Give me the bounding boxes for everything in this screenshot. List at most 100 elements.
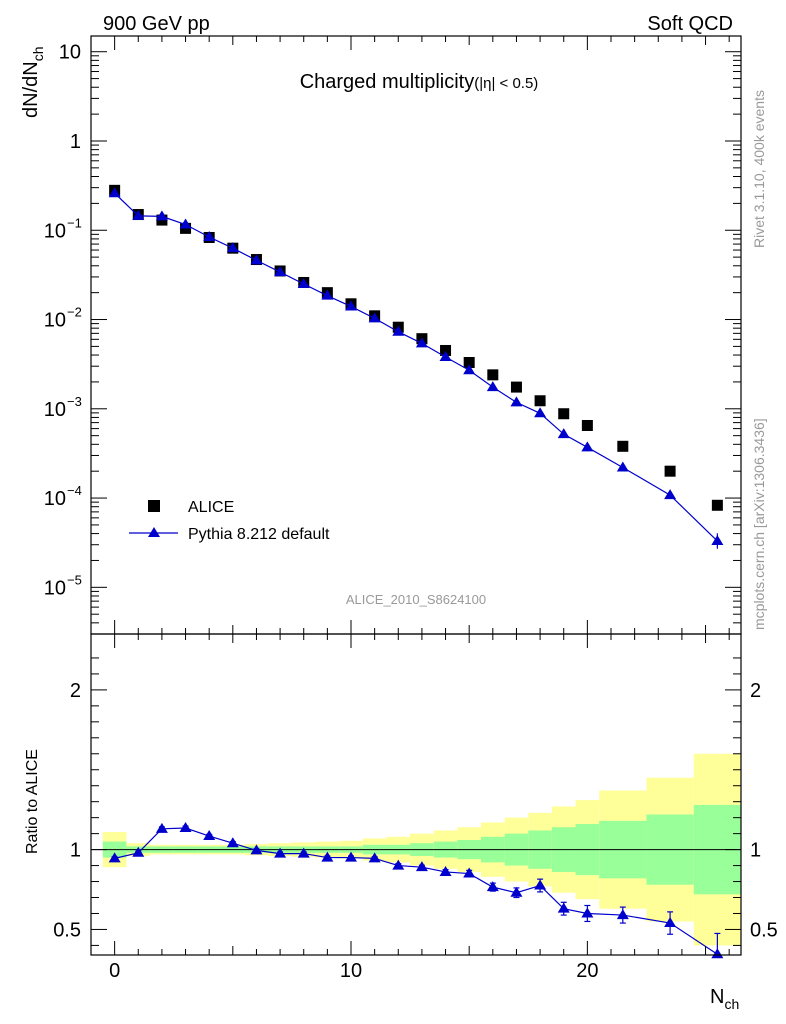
pythia-ratio-point bbox=[297, 847, 310, 858]
ratio-uncertainty-bands bbox=[91, 753, 741, 946]
legend: ALICE Pythia 8.212 default bbox=[129, 499, 330, 543]
legend-alice-marker bbox=[148, 500, 160, 512]
y-tick-exponent: −4 bbox=[67, 483, 82, 498]
y-tick-label: 10 bbox=[44, 577, 66, 599]
legend-pythia-marker bbox=[148, 527, 160, 537]
y-tick-label: 10 bbox=[44, 399, 66, 421]
y-axis-label-sub: ch bbox=[30, 47, 46, 62]
y-tick-exponent: −3 bbox=[67, 394, 82, 409]
pythia-ratio-point bbox=[345, 851, 357, 862]
y-tick-label: 10 bbox=[44, 310, 66, 332]
source-citation-label: mcplots.cern.ch [arXiv:1306.3436] bbox=[751, 418, 767, 630]
chart-title-main: Charged multiplicity bbox=[300, 71, 475, 93]
pythia-data-point bbox=[179, 218, 192, 229]
pythia-ratio-point bbox=[534, 879, 547, 890]
x-axis-label-main: N bbox=[710, 986, 724, 1008]
pythia-ratio-point bbox=[664, 917, 677, 928]
rivet-version-label: Rivet 3.1.10, 400k events bbox=[751, 90, 767, 248]
x-tick-label: 20 bbox=[576, 960, 598, 982]
pythia-ratio-point bbox=[321, 851, 334, 862]
alice-data-point bbox=[711, 499, 723, 511]
chart-title: Charged multiplicity(|η| < 0.5) bbox=[300, 71, 539, 93]
pythia-data-point bbox=[345, 300, 357, 311]
ratio-y-tick-label-left: 2 bbox=[70, 680, 81, 702]
y-tick-label: 10 bbox=[44, 220, 66, 242]
x-axis-label: Nch bbox=[710, 986, 739, 1012]
pythia-ratio-point bbox=[226, 837, 239, 848]
pythia-data-point bbox=[616, 461, 629, 472]
pythia-data-point bbox=[226, 242, 239, 253]
pythia-data-point bbox=[155, 210, 168, 221]
pythia-ratio-point bbox=[108, 852, 121, 863]
ratio-y-tick-label-left: 0.5 bbox=[53, 919, 81, 941]
pythia-ratio-point bbox=[616, 909, 629, 920]
pythia-ratio-point bbox=[274, 847, 287, 858]
pythia-data-point bbox=[274, 266, 287, 277]
y-axis-label: dN/dNch bbox=[20, 47, 46, 119]
pythia-ratio-point bbox=[368, 852, 381, 863]
y-tick-exponent: −5 bbox=[67, 572, 82, 587]
pythia-data-point bbox=[439, 351, 452, 362]
ratio-y-tick-label-right: 2 bbox=[750, 680, 761, 702]
legend-alice-label: ALICE bbox=[188, 499, 234, 516]
y-tick-exponent: −2 bbox=[67, 305, 82, 320]
pythia-ratio-point bbox=[132, 846, 145, 857]
pythia-data-point bbox=[108, 187, 121, 198]
ratio-y-tick-label-right: 0.5 bbox=[750, 919, 778, 941]
pythia-data-point bbox=[297, 277, 310, 288]
pythia-ratio-point bbox=[250, 844, 263, 855]
pythia-data-point bbox=[321, 289, 334, 300]
y-tick-label: 10 bbox=[59, 42, 81, 64]
alice-data-point bbox=[487, 369, 499, 381]
y-tick-label: 1 bbox=[70, 131, 81, 153]
pythia-data-point bbox=[557, 428, 570, 439]
alice-data-point bbox=[510, 381, 522, 393]
pythia-data-point bbox=[392, 325, 405, 336]
alice-data-point bbox=[581, 419, 593, 431]
pythia-data-point bbox=[534, 407, 547, 418]
y-tick-exponent: −1 bbox=[67, 215, 82, 230]
chart-title-suffix: (|η| < 0.5) bbox=[474, 75, 538, 92]
pythia-curve bbox=[114, 192, 718, 542]
legend-pythia-label: Pythia 8.212 default bbox=[188, 526, 330, 543]
ratio-y-tick-label-right: 1 bbox=[750, 840, 761, 862]
pythia-ratio-point bbox=[155, 822, 168, 833]
alice-data-point bbox=[664, 465, 676, 477]
alice-data-point bbox=[440, 344, 452, 356]
header-process-label: Soft QCD bbox=[647, 13, 733, 35]
pythia-ratio-point bbox=[439, 865, 452, 876]
header-energy-label: 900 GeV pp bbox=[103, 13, 210, 35]
x-axis-label-sub: ch bbox=[724, 996, 739, 1012]
pythia-ratio-point bbox=[179, 822, 192, 833]
pythia-data-point bbox=[581, 441, 594, 452]
main-panel-frame bbox=[90, 35, 742, 635]
pythia-ratio-point bbox=[711, 948, 724, 959]
ratio-panel-frame bbox=[90, 633, 742, 956]
pythia-data-point bbox=[368, 312, 381, 323]
pythia-data-point bbox=[415, 337, 428, 348]
pythia-data-point bbox=[463, 364, 476, 375]
alice-data-point bbox=[534, 395, 546, 407]
pythia-data-point bbox=[664, 489, 677, 500]
y-axis-label-main: dN/dN bbox=[20, 61, 42, 118]
alice-data-point bbox=[463, 357, 475, 369]
pythia-data-point bbox=[250, 254, 263, 265]
ratio-y-tick-label-left: 1 bbox=[70, 840, 81, 862]
pythia-ratio-point bbox=[415, 861, 428, 872]
y-tick-label: 10 bbox=[44, 488, 66, 510]
ratio-panel-marks bbox=[108, 822, 724, 959]
pythia-ratio-point bbox=[203, 830, 216, 841]
main-panel-marks bbox=[108, 184, 724, 549]
x-tick-label: 0 bbox=[109, 960, 120, 982]
pythia-data-point bbox=[486, 381, 499, 392]
alice-data-point bbox=[617, 440, 629, 452]
x-tick-label: 10 bbox=[340, 960, 362, 982]
pythia-ratio-point bbox=[510, 886, 523, 897]
pythia-ratio-point bbox=[486, 881, 499, 892]
pythia-ratio-point bbox=[392, 859, 405, 870]
pythia-data-point bbox=[132, 209, 145, 220]
alice-data-point bbox=[558, 408, 570, 420]
pythia-data-point bbox=[203, 231, 216, 242]
